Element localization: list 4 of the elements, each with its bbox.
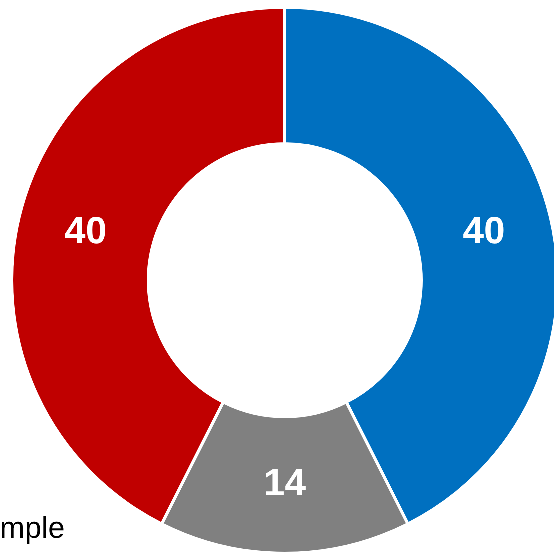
data-label: 40: [463, 210, 506, 253]
data-label: 14: [264, 462, 306, 505]
data-label: 40: [64, 210, 107, 253]
text: mple: [0, 512, 66, 546]
